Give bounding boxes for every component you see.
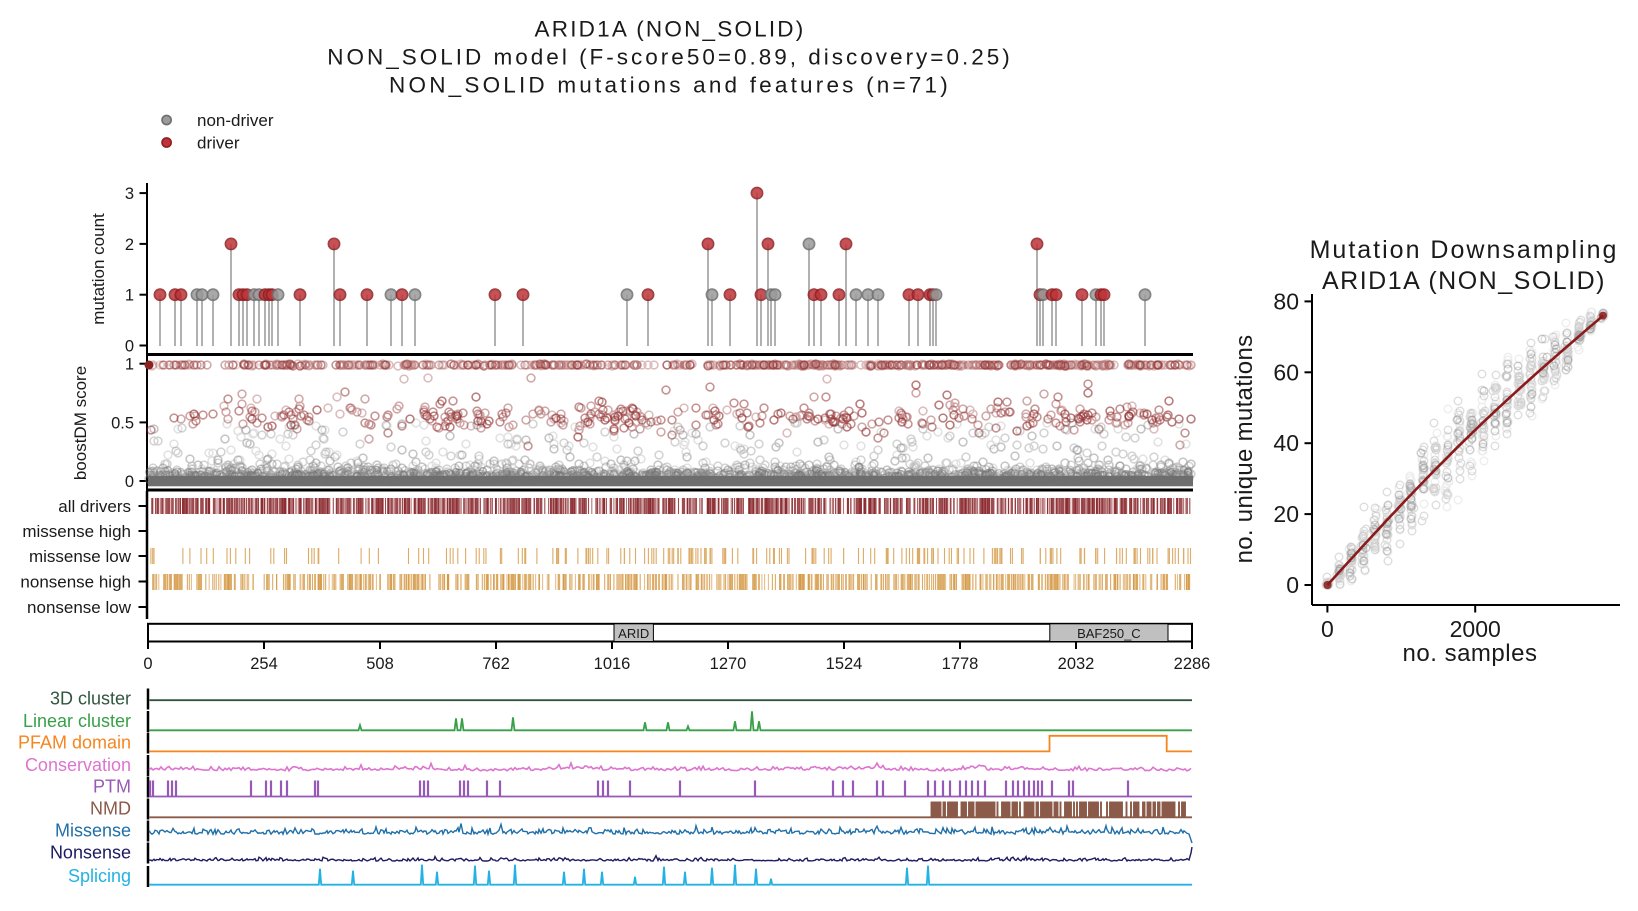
svg-text:all drivers: all drivers [58, 497, 131, 516]
svg-text:1778: 1778 [942, 655, 979, 673]
svg-text:Conservation: Conservation [25, 755, 131, 775]
svg-text:nonsense high: nonsense high [20, 573, 131, 592]
svg-text:NON_SOLID mutations and featur: NON_SOLID mutations and features (n=71) [389, 73, 951, 98]
svg-text:NON_SOLID model (F-score50=0.8: NON_SOLID model (F-score50=0.89, discove… [327, 45, 1012, 70]
svg-text:3D cluster: 3D cluster [50, 689, 131, 709]
svg-text:1016: 1016 [594, 655, 631, 673]
svg-text:nonsense low: nonsense low [27, 598, 132, 617]
svg-text:driver: driver [197, 134, 240, 153]
svg-text:ARID1A (NON_SOLID): ARID1A (NON_SOLID) [535, 17, 806, 42]
svg-text:ARID: ARID [618, 626, 649, 641]
svg-text:3: 3 [125, 185, 134, 203]
svg-text:2: 2 [125, 236, 134, 254]
svg-text:254: 254 [250, 655, 278, 673]
svg-text:762: 762 [482, 655, 510, 673]
svg-text:0: 0 [1286, 572, 1299, 598]
svg-text:PFAM domain: PFAM domain [18, 733, 131, 753]
svg-text:80: 80 [1273, 288, 1299, 314]
svg-text:missense low: missense low [29, 547, 132, 566]
svg-text:ARID1A (NON_SOLID): ARID1A (NON_SOLID) [1322, 267, 1606, 295]
svg-text:boostDM score: boostDM score [71, 366, 90, 480]
svg-text:2286: 2286 [1174, 655, 1211, 673]
svg-text:60: 60 [1273, 359, 1299, 385]
svg-text:0: 0 [1321, 616, 1334, 642]
svg-text:no. samples: no. samples [1403, 640, 1538, 667]
svg-text:NMD: NMD [90, 799, 131, 819]
svg-text:Mutation Downsampling: Mutation Downsampling [1310, 236, 1619, 264]
svg-text:no. unique mutations: no. unique mutations [1231, 335, 1258, 564]
svg-text:PTM: PTM [93, 777, 131, 797]
svg-text:20: 20 [1273, 501, 1299, 527]
svg-text:mutation count: mutation count [89, 213, 108, 325]
svg-text:0.5: 0.5 [111, 414, 134, 432]
svg-text:BAF250_C: BAF250_C [1077, 626, 1141, 641]
svg-text:Missense: Missense [55, 821, 131, 841]
svg-text:non-driver: non-driver [197, 111, 274, 130]
svg-text:0: 0 [125, 338, 134, 356]
svg-text:Splicing: Splicing [68, 866, 131, 886]
svg-text:0: 0 [125, 473, 134, 491]
svg-text:508: 508 [366, 655, 394, 673]
svg-text:Linear cluster: Linear cluster [23, 711, 131, 731]
svg-text:2032: 2032 [1058, 655, 1095, 673]
svg-text:Nonsense: Nonsense [50, 843, 131, 863]
svg-text:1: 1 [125, 287, 134, 305]
svg-text:1: 1 [125, 356, 134, 374]
svg-text:1270: 1270 [710, 655, 747, 673]
svg-text:2000: 2000 [1450, 616, 1501, 642]
svg-text:missense high: missense high [22, 522, 131, 541]
svg-text:40: 40 [1273, 430, 1299, 456]
svg-text:0: 0 [143, 655, 152, 673]
svg-text:1524: 1524 [826, 655, 863, 673]
